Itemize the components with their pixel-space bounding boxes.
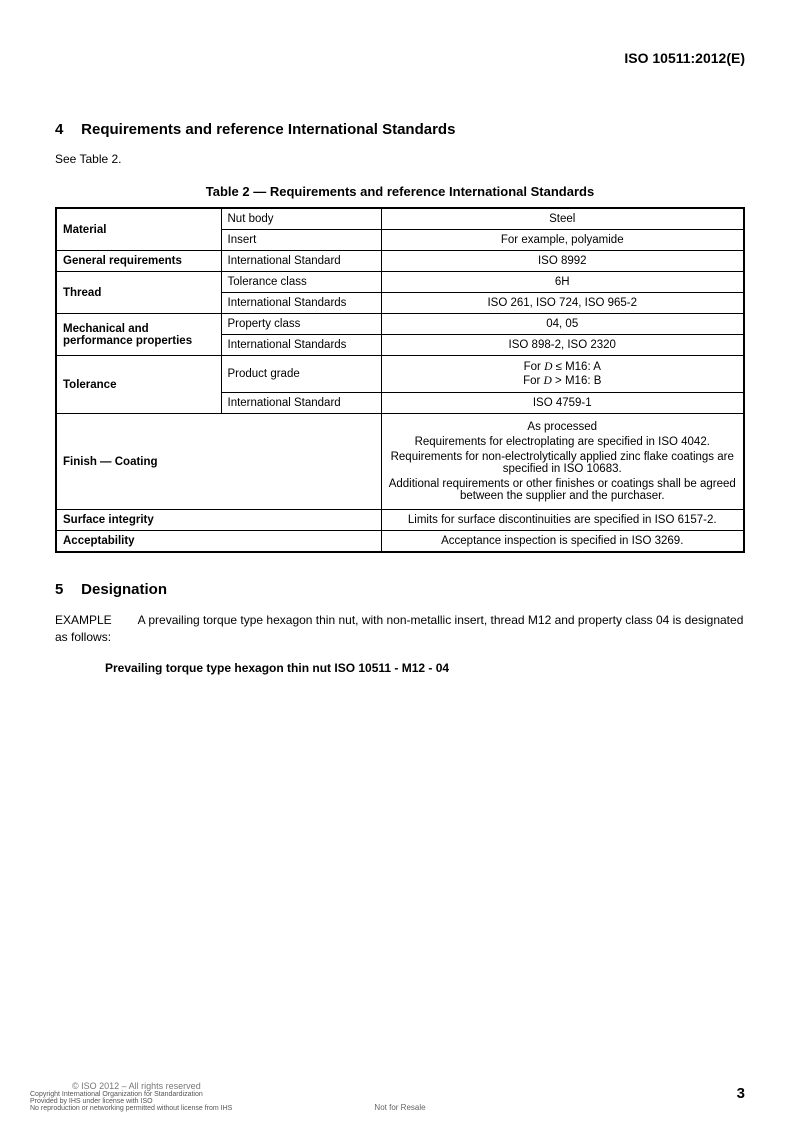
table-row: Surface integrity Limits for surface dis…: [56, 510, 744, 531]
tol-g2-d: D: [544, 375, 552, 387]
cell-material-val1: Steel: [381, 208, 744, 230]
finish-line-1: As processed: [388, 421, 738, 433]
page-footer: © ISO 2012 – All rights reserved Copyrig…: [30, 1081, 770, 1112]
table-row: Finish — Coating As processed Requiremen…: [56, 414, 744, 510]
finish-line-3: Requirements for non-electrolytically ap…: [388, 451, 738, 475]
table-row: General requirements International Stand…: [56, 251, 744, 272]
cell-surf-val: Limits for surface discontinuities are s…: [381, 510, 744, 531]
example-text: A prevailing torque type hexagon thin nu…: [55, 613, 743, 644]
cell-acc-val: Acceptance inspection is specified in IS…: [381, 531, 744, 553]
tol-grade-line-2: For D > M16: B: [388, 374, 738, 388]
cell-finish-label: Finish — Coating: [56, 414, 381, 510]
table-row: Thread Tolerance class 6H: [56, 272, 744, 293]
table-2-caption: Table 2 — Requirements and reference Int…: [55, 184, 745, 199]
tol-g2-post: > M16: B: [552, 375, 602, 387]
cell-material-sub2: Insert: [221, 230, 381, 251]
finish-line-2: Requirements for electroplating are spec…: [388, 436, 738, 448]
page-number: 3: [737, 1085, 745, 1102]
section-4-intro: See Table 2.: [55, 152, 745, 166]
cell-thread-sub2: International Standards: [221, 293, 381, 314]
table-row: Acceptability Acceptance inspection is s…: [56, 531, 744, 553]
table-row: Material Nut body Steel: [56, 208, 744, 230]
cell-mech-sub1: Property class: [221, 314, 381, 335]
tol-g1-post: ≤ M16: A: [552, 361, 601, 373]
footer-line-1: Copyright International Organization for…: [30, 1091, 770, 1098]
cell-material-val2: For example, polyamide: [381, 230, 744, 251]
designation-line: Prevailing torque type hexagon thin nut …: [105, 661, 745, 675]
requirements-table: Material Nut body Steel Insert For examp…: [55, 207, 745, 553]
cell-genreq-val: ISO 8992: [381, 251, 744, 272]
cell-thread-label: Thread: [56, 272, 221, 314]
cell-thread-val1: 6H: [381, 272, 744, 293]
cell-thread-sub1: Tolerance class: [221, 272, 381, 293]
example-paragraph: EXAMPLE A prevailing torque type hexagon…: [55, 612, 745, 647]
cell-tol-sub1: Product grade: [221, 356, 381, 393]
tol-g2-pre: For: [523, 375, 543, 387]
table-row: Mechanical and performance properties Pr…: [56, 314, 744, 335]
cell-acc-label: Acceptability: [56, 531, 381, 553]
table-row: Tolerance Product grade For D ≤ M16: A F…: [56, 356, 744, 393]
cell-genreq-label: General requirements: [56, 251, 221, 272]
cell-tol-val2: ISO 4759-1: [381, 393, 744, 414]
section-5-title: Designation: [81, 581, 167, 598]
section-4-heading: 4 Requirements and reference Internation…: [55, 121, 745, 138]
cell-thread-val2: ISO 261, ISO 724, ISO 965-2: [381, 293, 744, 314]
footer-copyright-main: © ISO 2012 – All rights reserved: [72, 1081, 770, 1091]
cell-mech-val1: 04, 05: [381, 314, 744, 335]
section-4-title: Requirements and reference International…: [81, 121, 455, 138]
cell-tol-label: Tolerance: [56, 356, 221, 414]
cell-material-sub1: Nut body: [221, 208, 381, 230]
footer-not-for-resale: Not for Resale: [374, 1103, 425, 1112]
finish-line-4: Additional requirements or other finishe…: [388, 478, 738, 502]
cell-genreq-sub: International Standard: [221, 251, 381, 272]
cell-tol-grade: For D ≤ M16: A For D > M16: B: [381, 356, 744, 393]
cell-mech-label: Mechanical and performance properties: [56, 314, 221, 356]
cell-finish-val: As processed Requirements for electropla…: [381, 414, 744, 510]
document-id-header: ISO 10511:2012(E): [55, 50, 745, 66]
cell-material-label: Material: [56, 208, 221, 251]
tol-g1-pre: For: [524, 361, 544, 373]
cell-mech-sub2: International Standards: [221, 335, 381, 356]
cell-tol-sub2: International Standard: [221, 393, 381, 414]
tol-grade-line-1: For D ≤ M16: A: [388, 360, 738, 374]
section-4-number: 4: [55, 121, 77, 138]
section-5-number: 5: [55, 581, 77, 598]
cell-mech-val2: ISO 898-2, ISO 2320: [381, 335, 744, 356]
example-label: EXAMPLE: [55, 612, 135, 629]
section-5-heading: 5 Designation: [55, 581, 745, 598]
cell-surf-label: Surface integrity: [56, 510, 381, 531]
